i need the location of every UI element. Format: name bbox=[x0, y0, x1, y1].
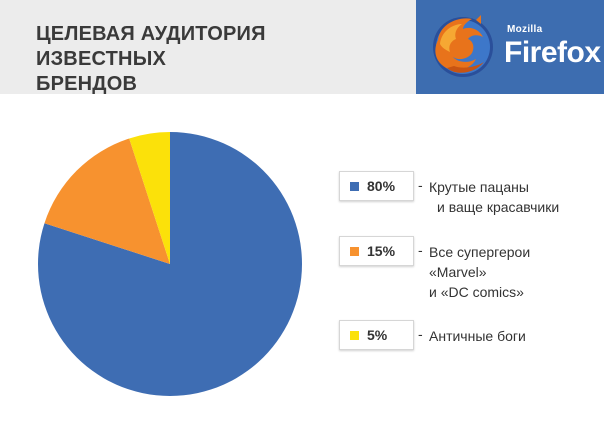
legend-desc-line: и «DC comics» bbox=[429, 284, 524, 300]
legend-dash: - bbox=[418, 242, 423, 258]
legend-desc-line: Крутые пацаны bbox=[429, 179, 529, 195]
brand-banner: Mozilla Firefox bbox=[416, 0, 604, 94]
title-line-1: ЦЕЛЕВАЯ АУДИТОРИЯ ИЗВЕСТНЫХ bbox=[36, 23, 266, 70]
legend-description: Все супергерои «Marvel» и «DC comics» bbox=[429, 242, 604, 302]
legend-box: 5% bbox=[339, 320, 414, 350]
brand-name: Firefox bbox=[504, 36, 601, 69]
legend-desc-line: Античные боги bbox=[429, 328, 526, 344]
legend-dash: - bbox=[418, 177, 423, 193]
legend-desc-line: «Marvel» bbox=[429, 264, 487, 280]
legend-desc-line: и ваще красавчики bbox=[437, 199, 560, 215]
legend-swatch bbox=[350, 182, 359, 191]
legend-swatch bbox=[350, 247, 359, 256]
pie-slice-orange bbox=[44, 138, 170, 264]
page-title: ЦЕЛЕВАЯ АУДИТОРИЯ ИЗВЕСТНЫХ БРЕНДОВ bbox=[36, 22, 396, 97]
legend-description: Крутые пацаны и ваще красавчики bbox=[429, 177, 604, 217]
firefox-logo-icon bbox=[433, 15, 493, 77]
pie-slice-yellow bbox=[129, 132, 170, 264]
pie-slice-blue bbox=[37, 132, 302, 396]
pie-chart bbox=[37, 132, 302, 396]
legend-swatch bbox=[350, 331, 359, 340]
legend-percent: 80% bbox=[367, 178, 396, 194]
legend-box: 80% bbox=[339, 171, 414, 201]
legend-box: 15% bbox=[339, 236, 414, 266]
legend-description: Античные боги bbox=[429, 326, 604, 346]
legend-percent: 5% bbox=[367, 327, 388, 343]
legend-dash: - bbox=[418, 326, 423, 342]
title-line-2: БРЕНДОВ bbox=[36, 73, 138, 95]
legend-desc-line: Все супергерои bbox=[429, 244, 531, 260]
legend-percent: 15% bbox=[367, 243, 396, 259]
brand-subtitle: Mozilla bbox=[507, 24, 543, 35]
